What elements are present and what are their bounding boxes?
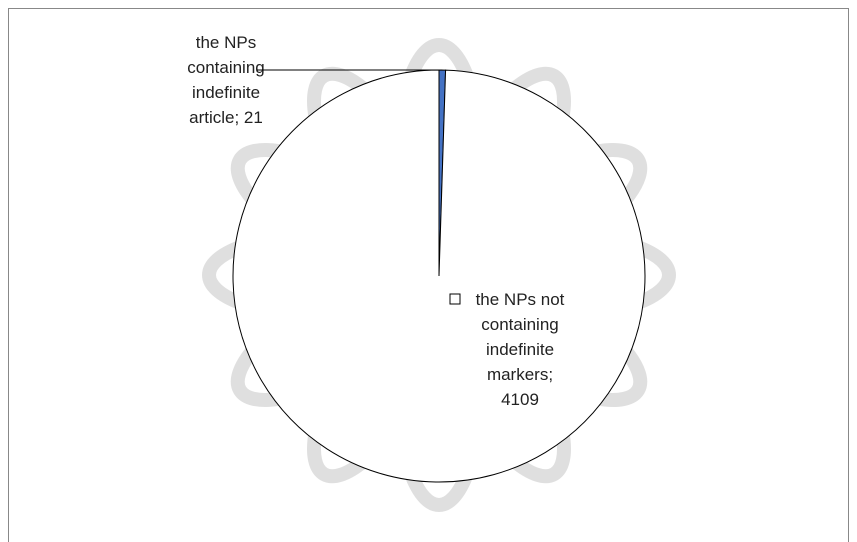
data-label-line: containing (481, 315, 559, 334)
label-key (449, 293, 461, 305)
data-label: the NPs containing indefinite article; 21 (187, 33, 265, 127)
data-label-line: the NPs (196, 33, 256, 52)
data-label: the NPs not containing indefinite markers; 4… (476, 290, 565, 409)
data-label-line: 4109 (501, 390, 539, 409)
data-label-line: markers; (487, 365, 553, 384)
data-label-line: containing (187, 58, 265, 77)
data-label-line: article; 21 (189, 108, 263, 127)
data-label-line: indefinite (192, 83, 260, 102)
pie-slice (232, 69, 646, 483)
data-label-line: indefinite (486, 340, 554, 359)
data-label-line: the NPs not (476, 290, 565, 309)
